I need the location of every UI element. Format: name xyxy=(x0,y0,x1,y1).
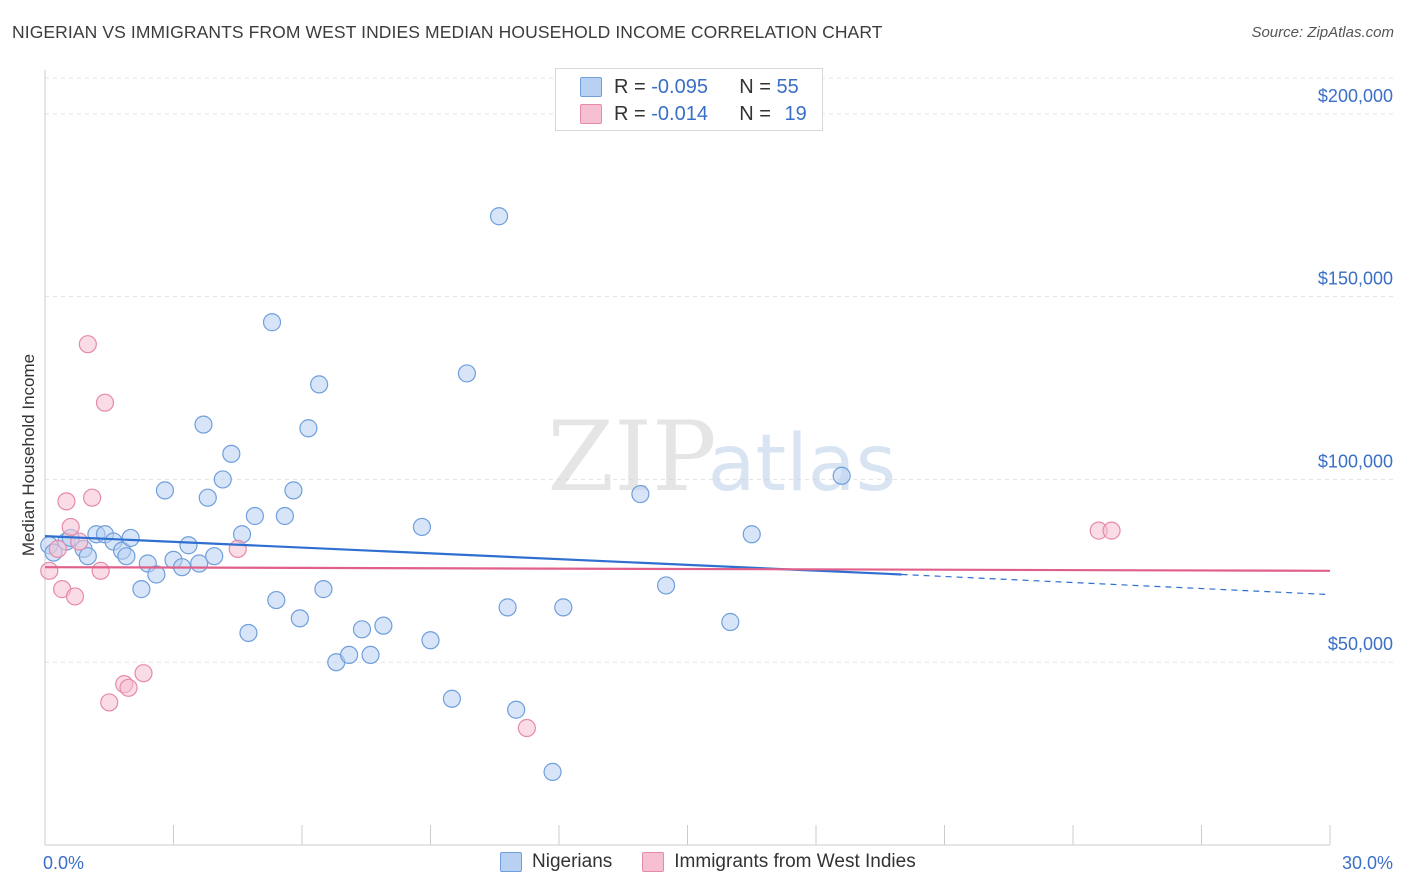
data-point-nigerians xyxy=(194,415,213,434)
data-point-nigerians xyxy=(314,580,333,599)
data-point-west-indies xyxy=(83,488,102,507)
data-point-nigerians xyxy=(412,517,432,537)
data-point-west-indies xyxy=(91,561,110,580)
data-point-nigerians xyxy=(205,547,224,566)
data-point-nigerians xyxy=(489,207,509,226)
data-point-nigerians xyxy=(721,612,740,632)
n-value: 55 xyxy=(776,75,799,98)
data-point-nigerians xyxy=(656,576,676,595)
data-point-west-indies xyxy=(95,393,115,412)
y-tick-label: $100,000 xyxy=(1318,451,1393,471)
grid-lines xyxy=(45,77,1395,663)
legend-swatch-pink xyxy=(580,104,602,124)
data-point-nigerians xyxy=(498,598,517,617)
legend-item-nigerians: Nigerians xyxy=(500,851,612,873)
correlation-legend: R = -0.095 N = 55 R = -0.014 N = 19 xyxy=(555,68,823,131)
data-point-west-indies xyxy=(78,335,97,354)
data-point-nigerians xyxy=(147,565,166,584)
data-point-nigerians xyxy=(222,444,241,463)
n-label: N = xyxy=(739,102,771,125)
data-point-nigerians xyxy=(352,620,372,639)
source-credit: Source: ZipAtlas.com xyxy=(1251,24,1394,41)
y-axis-label: Median Household Income xyxy=(19,354,38,556)
data-point-nigerians xyxy=(421,631,440,650)
data-point-nigerians xyxy=(190,554,209,573)
data-point-nigerians xyxy=(245,506,264,526)
data-point-nigerians xyxy=(117,547,136,566)
legend-swatch-pink xyxy=(642,852,665,872)
data-point-west-indies xyxy=(1102,521,1121,540)
legend-swatch-blue xyxy=(500,852,522,872)
data-point-west-indies xyxy=(48,539,67,558)
y-tick-label: $200,000 xyxy=(1318,86,1393,106)
data-point-nigerians xyxy=(179,536,198,555)
data-point-nigerians xyxy=(275,506,294,526)
trend-lines xyxy=(44,534,1331,596)
data-point-nigerians xyxy=(374,616,393,635)
r-label: R = xyxy=(614,75,646,98)
data-point-nigerians xyxy=(121,528,140,548)
data-point-nigerians xyxy=(340,645,359,665)
legend-row-west-indies: R = -0.014 N = 19 xyxy=(580,102,807,126)
data-point-nigerians xyxy=(310,375,329,394)
trend-line-nigerians-extrapolated xyxy=(901,573,1331,596)
trend-line-west-indies xyxy=(44,566,1331,572)
series-nigerians xyxy=(40,207,851,781)
data-point-nigerians xyxy=(267,590,286,610)
data-point-west-indies xyxy=(70,532,89,551)
r-value: -0.095 xyxy=(651,75,708,98)
data-point-nigerians xyxy=(457,364,477,383)
r-label: R = xyxy=(614,102,646,125)
data-point-west-indies xyxy=(65,587,85,606)
data-point-west-indies xyxy=(61,517,80,537)
legend-label-west-indies: Immigrants from West Indies xyxy=(674,851,916,872)
data-point-nigerians xyxy=(543,762,562,781)
x-tick-label: 0.0% xyxy=(43,853,84,873)
trend-line-nigerians xyxy=(44,534,902,576)
series-west-indies xyxy=(40,335,1121,738)
legend-item-west-indies: Immigrants from West Indies xyxy=(642,851,916,873)
r-value: -0.014 xyxy=(651,102,708,125)
data-point-nigerians xyxy=(198,488,217,507)
y-tick-label: $50,000 xyxy=(1328,634,1393,654)
data-point-nigerians xyxy=(239,623,258,643)
data-point-west-indies xyxy=(119,678,138,697)
data-point-west-indies xyxy=(134,664,153,683)
data-point-nigerians xyxy=(507,700,526,719)
data-point-nigerians xyxy=(631,484,650,504)
data-point-nigerians xyxy=(290,609,309,628)
data-point-west-indies xyxy=(57,492,76,511)
data-point-nigerians xyxy=(132,580,151,599)
watermark-atlas: atlas xyxy=(708,419,897,509)
tick-labels: $50,000 $100,000 $150,000 $200,000 0.0% 30.0% xyxy=(43,86,1393,873)
axes xyxy=(44,70,1331,846)
data-point-nigerians xyxy=(78,547,97,566)
legend-row-nigerians: R = -0.095 N = 55 xyxy=(580,75,799,99)
data-point-nigerians xyxy=(262,313,282,332)
data-point-nigerians xyxy=(554,598,573,617)
data-point-nigerians xyxy=(361,645,380,665)
legend-swatch-blue xyxy=(580,77,602,97)
n-value: 19 xyxy=(784,102,807,125)
chart-title: NIGERIAN VS IMMIGRANTS FROM WEST INDIES … xyxy=(12,22,883,42)
data-point-nigerians xyxy=(832,466,851,485)
data-point-nigerians xyxy=(213,470,232,489)
data-point-west-indies xyxy=(100,693,119,712)
data-point-west-indies xyxy=(40,561,59,580)
n-label: N = xyxy=(739,75,771,98)
data-point-west-indies xyxy=(228,539,247,558)
x-tick-label: 30.0% xyxy=(1342,853,1393,873)
data-point-nigerians xyxy=(155,481,175,500)
data-point-nigerians xyxy=(742,525,761,544)
legend-label-nigerians: Nigerians xyxy=(532,851,613,872)
data-point-nigerians xyxy=(442,689,462,708)
series-legend: Nigerians Immigrants from West Indies xyxy=(500,851,946,873)
watermark: ZIP atlas xyxy=(547,401,896,513)
data-point-west-indies xyxy=(517,718,536,738)
data-point-nigerians xyxy=(284,481,303,500)
data-point-nigerians xyxy=(299,419,318,438)
y-tick-label: $150,000 xyxy=(1318,269,1393,289)
